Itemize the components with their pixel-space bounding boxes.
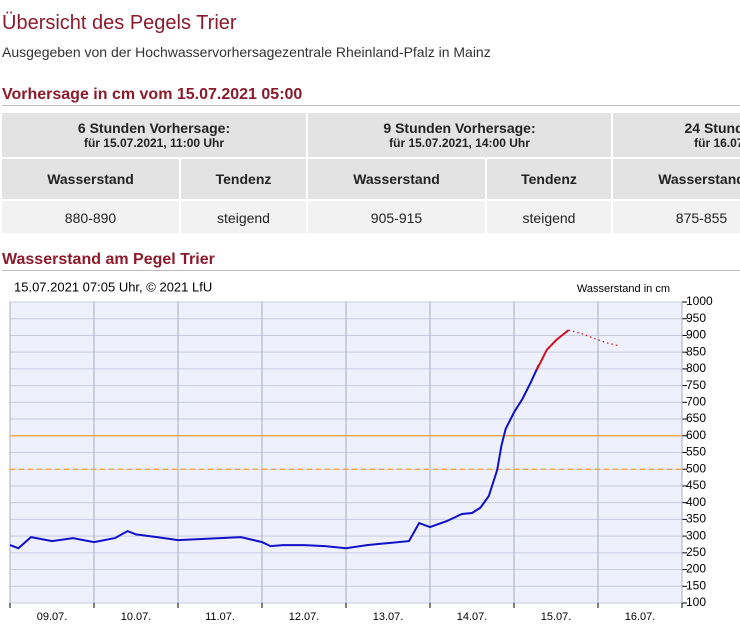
table-cell: steigend (487, 201, 611, 233)
group-title: 9 Stunden Vorhersage: (383, 120, 536, 136)
x-tick-label: 09.07. (37, 611, 68, 623)
table-cell: 880-890 (2, 201, 179, 233)
page-subtitle: Ausgegeben von der Hochwasservorhersagez… (2, 44, 491, 60)
y-axis-label: Wasserstand in cm (577, 283, 670, 295)
y-tick-label: 250 (686, 545, 706, 559)
group-subtitle: für 15.07.2021, 14:00 Uhr (389, 136, 530, 150)
table-cell: 875-855 (613, 201, 740, 233)
series-line (9, 364, 540, 550)
column-header: Tendenz (487, 159, 611, 199)
x-tick-label: 13.07. (373, 611, 404, 623)
x-tick-label: 14.07. (457, 611, 488, 623)
group-subtitle: für 15.07.2021, 11:00 Uhr (83, 136, 225, 150)
group-header: 6 Stunden Vorhersage: für 15.07.2021, 11:… (2, 113, 306, 157)
x-tick-label: 12.07. (289, 611, 320, 623)
y-tick-label: 850 (686, 344, 706, 358)
x-tick-label: 11.07. (205, 611, 235, 623)
column-header: Wasserstand (308, 159, 485, 199)
table-cell: 905-915 (308, 201, 485, 233)
section-heading: Wasserstand am Pegel Trier (2, 251, 740, 271)
x-tick-label: 15.07. (541, 611, 572, 623)
y-tick-label: 650 (686, 411, 706, 425)
y-tick-label: 300 (686, 528, 706, 542)
series-line (535, 329, 570, 371)
section-heading: Vorhersage in cm vom 15.07.2021 05:00 (2, 86, 740, 106)
group-subtitle: für 16.07.2021, 05:00 Uhr (694, 136, 740, 150)
y-tick-label: 600 (686, 428, 706, 442)
x-tick-label: 16.07. (625, 611, 656, 623)
group-header: 24 Stunden Vorhersage:für 16.07.2021, 05… (613, 113, 740, 157)
y-tick-label: 100 (686, 595, 706, 609)
column-header: Wasserstand (2, 159, 179, 199)
table-cell: steigend (181, 201, 306, 233)
column-header: Tendenz (181, 159, 306, 199)
series-line (568, 329, 620, 347)
y-tick-label: 450 (686, 478, 706, 492)
group-title: 6 Stunden Vorhersage: (77, 120, 231, 136)
forecast-table-wrap: 6 Stunden Vorhersage: für 15.07.2021, 11:… (0, 111, 740, 233)
y-tick-label: 500 (686, 461, 706, 475)
y-tick-label: 400 (686, 495, 706, 509)
x-tick-label: 10.07. (121, 611, 152, 623)
page-title: Übersicht des Pegels Trier (2, 12, 237, 34)
y-tick-label: 900 (686, 328, 706, 342)
y-tick-label: 1000 (686, 294, 713, 308)
forecast-table: 6 Stunden Vorhersage: für 15.07.2021, 11:… (0, 111, 740, 233)
chart-caption: 15.07.2021 07:05 Uhr, © 2021 LfU (14, 279, 212, 294)
y-tick-label: 750 (686, 378, 706, 392)
y-tick-label: 200 (686, 562, 706, 576)
y-tick-label: 550 (686, 445, 706, 459)
y-tick-label: 950 (686, 311, 706, 325)
group-header: 9 Stunden Vorhersage: für 15.07.2021, 14:… (308, 113, 611, 157)
chart: 15.07.2021 07:05 Uhr, © 2021 LfU Wassers… (9, 279, 713, 623)
y-tick-label: 800 (686, 361, 706, 375)
y-tick-label: 150 (686, 578, 706, 592)
y-tick-label: 700 (686, 395, 706, 409)
group-title: 24 Stunden Vorhersage: (684, 120, 740, 136)
y-tick-label: 350 (686, 512, 706, 526)
column-header: Wasserstand (613, 159, 740, 199)
